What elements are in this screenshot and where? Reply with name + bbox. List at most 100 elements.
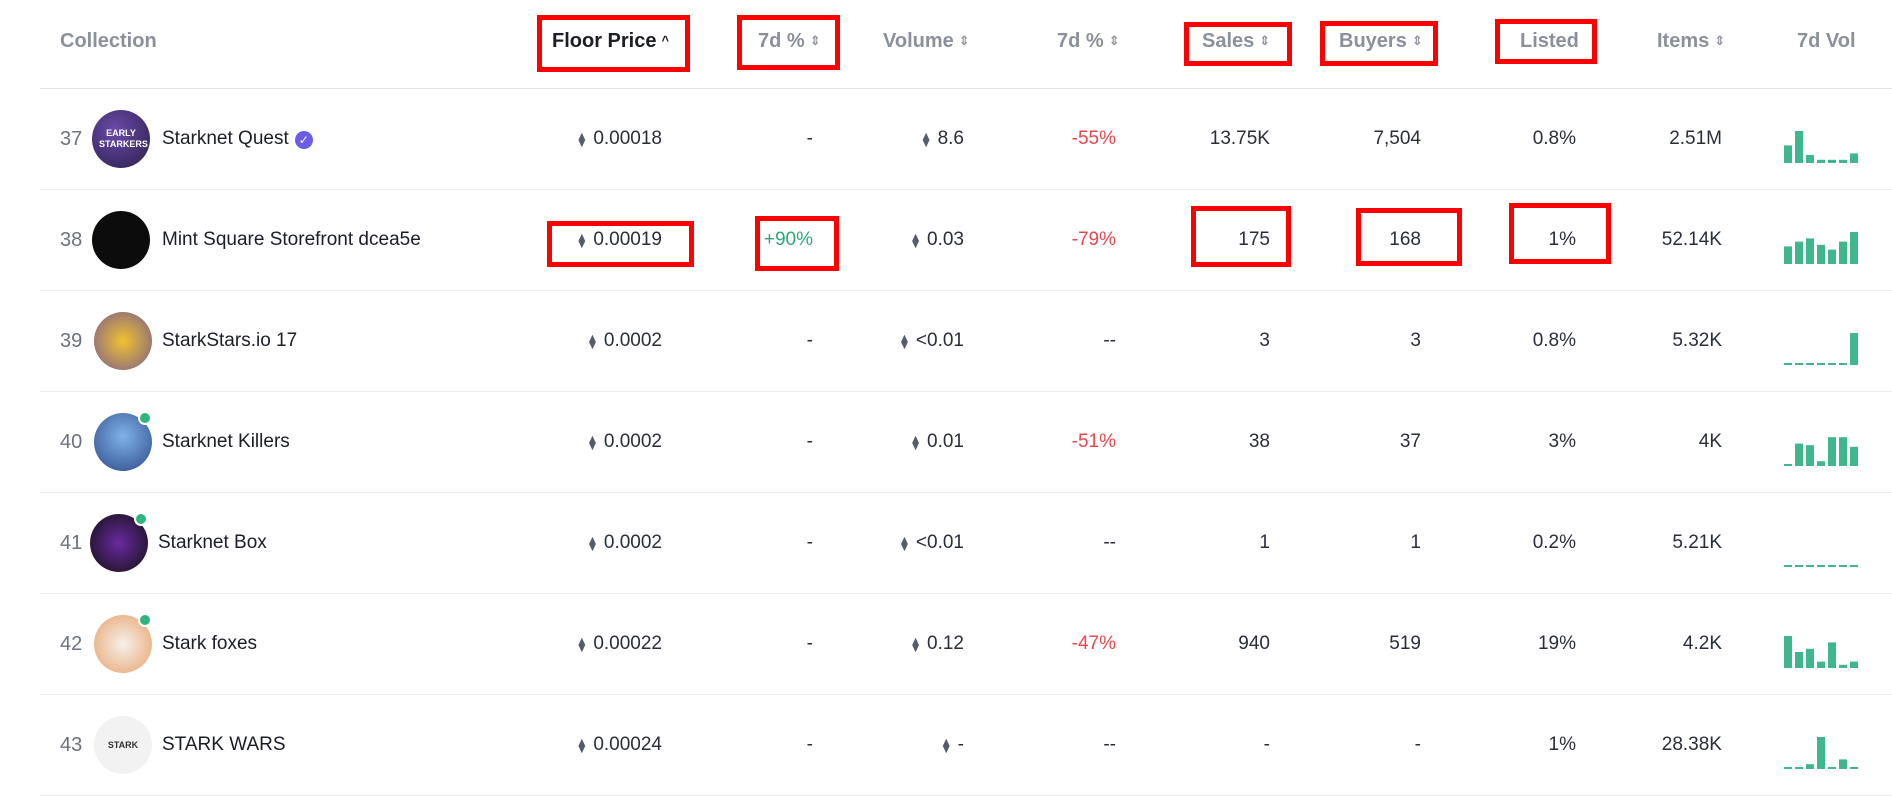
items-value: 4K xyxy=(1699,392,1722,492)
rank-number: 40 xyxy=(60,431,83,453)
sparkline-bar xyxy=(1839,759,1847,769)
collection-name[interactable]: Starknet Killers xyxy=(162,392,290,492)
col-buyers[interactable]: Buyers ⇕ xyxy=(1339,30,1423,52)
change-7d-value: - xyxy=(807,493,813,593)
listed-value-text: 0.8% xyxy=(1532,128,1576,149)
volume-7d-sparkline xyxy=(1784,437,1858,466)
sales-value: 940 xyxy=(1238,594,1270,694)
change-7d-value-text: - xyxy=(806,532,813,553)
volume-7d-sparkline xyxy=(1784,131,1858,163)
floor-price-value: ⧫ 0.00024 xyxy=(578,695,662,795)
table-row[interactable]: 39 StarkStars.io 17 ⧫ 0.0002 - ⧫ <0.01 -- 3 3 0.8%… xyxy=(40,291,1892,392)
listed-value-text: 19% xyxy=(1537,633,1576,654)
change-7d-value-text: - xyxy=(806,330,813,351)
items-value: 28.38K xyxy=(1662,695,1722,795)
status-dot-icon xyxy=(138,613,152,627)
collection-name-text: Mint Square Storefront dcea5e xyxy=(162,229,421,250)
status-dot-icon xyxy=(138,411,152,425)
collection-name[interactable]: StarkStars.io 17 xyxy=(162,291,297,391)
collection-avatar[interactable] xyxy=(94,312,152,370)
floor-price-value: ⧫ 0.0002 xyxy=(589,291,662,391)
change-7d-value: - xyxy=(807,392,813,492)
floor-price-value: ⧫ 0.00018 xyxy=(578,89,662,189)
volume-value-text: - xyxy=(957,734,964,755)
sort-arrows-icon: ⇕ xyxy=(958,33,970,48)
collection-avatar[interactable]: EARLY STARKERS xyxy=(92,110,150,168)
sparkline-bar xyxy=(1828,159,1836,163)
change-7d-value-text: - xyxy=(806,128,813,149)
sparkline-bar xyxy=(1828,249,1836,264)
sparkline-bar xyxy=(1817,565,1825,567)
rank-number: 39 xyxy=(60,330,83,352)
floor-price-value-text: 0.0002 xyxy=(603,431,662,452)
volume-7d-sparkline xyxy=(1784,565,1858,567)
col-volume[interactable]: Volume ⇕ xyxy=(883,30,970,52)
table-row[interactable]: 41 Starknet Box ⧫ 0.0002 - ⧫ <0.01 -- 1 1 0.2% 5.21… xyxy=(40,493,1892,594)
items-value-text: 4K xyxy=(1698,431,1722,452)
listed-value: 3% xyxy=(1549,392,1576,492)
listed-value: 1% xyxy=(1549,695,1576,795)
ethereum-icon: ⧫ xyxy=(588,434,596,450)
sparkline-bar xyxy=(1784,767,1792,769)
change-7d-value-text: +90% xyxy=(763,229,813,250)
ethereum-icon: ⧫ xyxy=(578,131,586,147)
ethereum-icon: ⧫ xyxy=(912,434,920,450)
volume-change-7d-value: -51% xyxy=(1072,392,1116,492)
collection-name[interactable]: Stark foxes xyxy=(162,594,257,694)
collection-avatar[interactable]: STARK xyxy=(94,716,152,774)
volume-7d-sparkline xyxy=(1784,737,1858,769)
sparkline-bar xyxy=(1806,445,1814,466)
items-value-text: 2.51M xyxy=(1669,128,1722,149)
volume-change-7d-value-text: -79% xyxy=(1071,229,1116,250)
collection-name[interactable]: Starknet Box xyxy=(158,493,267,593)
collection-name[interactable]: Mint Square Storefront dcea5e xyxy=(162,190,421,290)
table-row[interactable]: 40 Starknet Killers ⧫ 0.0002 - ⧫ 0.01 -51% 38 37 3… xyxy=(40,392,1892,493)
sparkline-bar xyxy=(1828,767,1836,769)
sparkline-bar xyxy=(1806,565,1814,567)
ethereum-icon: ⧫ xyxy=(578,737,586,753)
volume-change-7d-value-text: -- xyxy=(1103,734,1116,755)
ethereum-icon: ⧫ xyxy=(588,535,596,551)
sparkline-bar xyxy=(1828,363,1836,365)
volume-7d-sparkline xyxy=(1784,333,1858,365)
collection-name-text: Starknet Quest xyxy=(162,128,289,149)
sparkline-bar xyxy=(1795,652,1803,668)
collection-name-text: Starknet Box xyxy=(158,532,267,553)
col-sales[interactable]: Sales ⇕ xyxy=(1202,30,1271,52)
table-row[interactable]: 42 Stark foxes ⧫ 0.00022 - ⧫ 0.12 -47% 940 519 19%… xyxy=(40,594,1892,695)
sparkline-bar xyxy=(1850,661,1858,668)
buyers-value-text: 3 xyxy=(1410,330,1421,351)
sparkline-bar xyxy=(1817,737,1825,769)
collection-avatar[interactable] xyxy=(92,211,150,269)
col-listed[interactable]: Listed xyxy=(1520,30,1579,52)
floor-price-value: ⧫ 0.0002 xyxy=(589,392,662,492)
buyers-value: 1 xyxy=(1410,493,1421,593)
table-row[interactable]: 43 STARK STARK WARS ⧫ 0.00024- ⧫ - -- - -1% 28.38K xyxy=(40,695,1892,796)
col-volume-7d-change[interactable]: 7d % ⇕ xyxy=(1057,30,1120,52)
table-row[interactable]: 38 Mint Square Storefront dcea5e ⧫ 0.00019 +… xyxy=(40,190,1892,291)
volume-change-7d-value-text: -- xyxy=(1103,532,1116,553)
volume-7d-sparkline xyxy=(1784,636,1858,668)
collection-name-text: Starknet Killers xyxy=(162,431,290,452)
table-row[interactable]: 37 EARLY STARKERS Starknet Quest ✓ ⧫ 0.00018 -… xyxy=(40,89,1892,190)
col-floor-price[interactable]: Floor Price ^ xyxy=(552,30,670,52)
rank-number: 41 xyxy=(60,532,83,554)
sparkline-bar xyxy=(1839,437,1847,466)
buyers-value: 7,504 xyxy=(1373,89,1421,189)
buyers-value-text: 168 xyxy=(1389,229,1421,250)
collection-name[interactable]: STARK WARS xyxy=(162,695,286,795)
collection-name[interactable]: Starknet Quest ✓ xyxy=(162,89,313,189)
listed-value: 19% xyxy=(1538,594,1576,694)
items-value-text: 4.2K xyxy=(1682,633,1722,654)
sparkline-bar xyxy=(1850,333,1858,365)
col-items[interactable]: Items ⇕ xyxy=(1657,30,1726,52)
col-7d-change[interactable]: 7d % ⇕ xyxy=(758,30,821,52)
sparkline-bar xyxy=(1839,565,1847,567)
volume-change-7d-value: -- xyxy=(1103,493,1116,593)
collection-name-text: STARK WARS xyxy=(162,734,286,755)
sparkline-bar xyxy=(1817,661,1825,668)
change-7d-value: - xyxy=(807,695,813,795)
sparkline-bar xyxy=(1806,648,1814,668)
change-7d-value: - xyxy=(807,594,813,694)
ethereum-icon: ⧫ xyxy=(922,131,930,147)
